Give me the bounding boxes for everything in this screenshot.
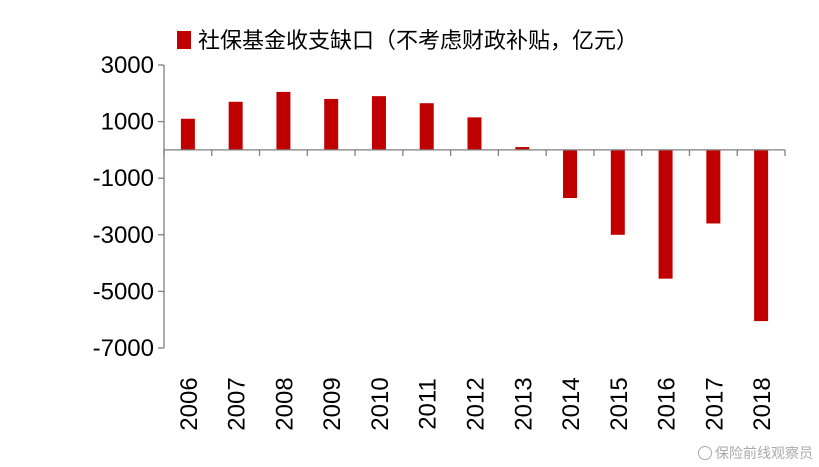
bar-2013 bbox=[515, 147, 530, 150]
x-tick-label: 2014 bbox=[558, 377, 585, 430]
x-tick-label: 2016 bbox=[654, 377, 681, 430]
y-tick-label: -5000 bbox=[93, 278, 154, 305]
x-tick-label: 2010 bbox=[367, 377, 394, 430]
y-tick-label: -1000 bbox=[93, 165, 154, 192]
weibo-icon bbox=[698, 446, 712, 460]
bar-2016 bbox=[658, 149, 673, 279]
legend: 社保基金收支缺口（不考虑财政补贴，亿元） bbox=[177, 29, 638, 54]
y-tick-label: -7000 bbox=[93, 335, 154, 362]
bars bbox=[180, 91, 769, 322]
y-tick-label: -3000 bbox=[93, 222, 154, 249]
x-tick-label: 2017 bbox=[701, 377, 728, 430]
bar-2015 bbox=[610, 149, 625, 235]
legend-swatch bbox=[177, 31, 191, 49]
legend-label: 社保基金收支缺口（不考虑财政补贴，亿元） bbox=[198, 29, 638, 54]
x-tick-label: 2013 bbox=[510, 377, 537, 430]
bar-2014 bbox=[563, 149, 578, 199]
x-tick-label: 2009 bbox=[319, 377, 346, 430]
bar-2012 bbox=[467, 117, 482, 150]
bar-2018 bbox=[754, 149, 769, 322]
bar-2006 bbox=[180, 118, 195, 150]
x-tick-label: 2008 bbox=[271, 377, 298, 430]
bar-2010 bbox=[371, 96, 386, 150]
y-tick-label: 3000 bbox=[101, 52, 154, 79]
watermark-text: 保险前线观察员 bbox=[715, 446, 813, 462]
x-axis: 2006 2007 2008 2009 2010 2011 2012 2013 2014 2015… bbox=[163, 149, 786, 431]
x-tick-label: 2012 bbox=[463, 377, 490, 430]
x-tick-label: 2018 bbox=[749, 377, 776, 430]
bar-2017 bbox=[706, 149, 721, 224]
x-tick-label: 2011 bbox=[415, 378, 442, 430]
x-tick-label: 2006 bbox=[176, 377, 203, 430]
bar-2009 bbox=[324, 98, 339, 150]
bar-2007 bbox=[228, 101, 243, 150]
watermark: 保险前线观察员 bbox=[698, 443, 813, 463]
y-tick-label: 1000 bbox=[101, 109, 154, 136]
bar-2011 bbox=[419, 103, 434, 150]
bar-2008 bbox=[276, 91, 291, 150]
x-tick-label: 2015 bbox=[606, 377, 633, 430]
y-axis: 3000 1000 -1000 -3000 -5000 -7000 bbox=[93, 52, 165, 362]
x-tick-label: 2007 bbox=[224, 377, 251, 430]
